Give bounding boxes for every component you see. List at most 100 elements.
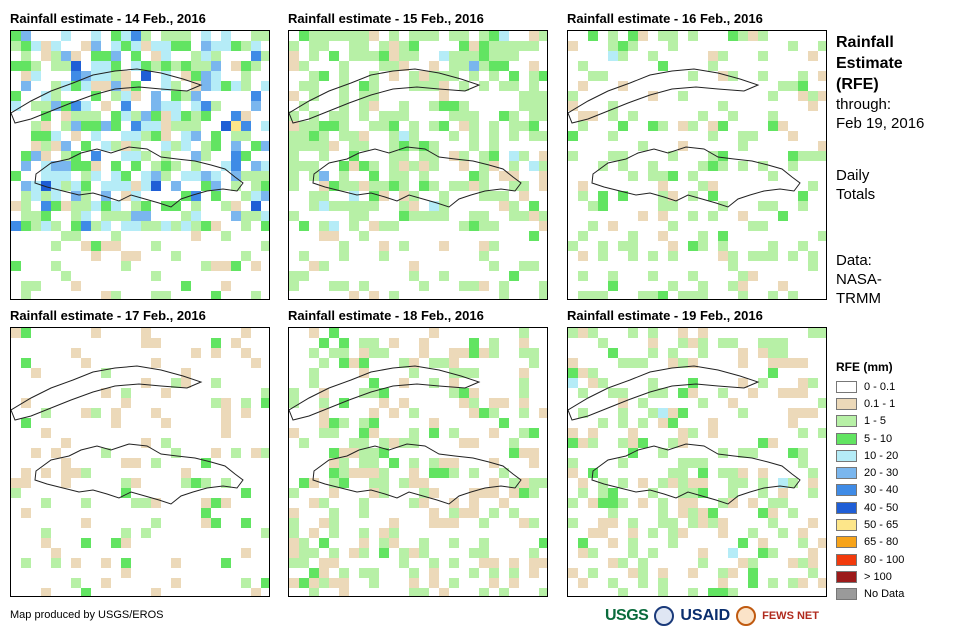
rainfall-cell	[31, 368, 41, 378]
rainfall-cell	[251, 51, 261, 61]
rainfall-cell	[21, 81, 31, 91]
rainfall-cell	[469, 348, 479, 358]
rainfall-cell	[71, 578, 81, 588]
rainfall-cell	[121, 131, 131, 141]
rainfall-cell	[91, 31, 101, 41]
legend-swatch	[836, 415, 857, 428]
rainfall-cell	[339, 478, 349, 488]
rainfall-cell	[539, 111, 547, 121]
rainfall-cell	[758, 201, 768, 211]
rainfall-cell	[131, 31, 141, 41]
rainfall-cell	[261, 398, 269, 408]
rainfall-cell	[191, 101, 201, 111]
rainfall-cell	[608, 101, 618, 111]
rainfall-cell	[41, 51, 51, 61]
rainfall-cell	[439, 201, 449, 211]
rainfall-cell	[688, 121, 698, 131]
rainfall-cell	[11, 221, 21, 231]
rainfall-cell	[359, 161, 369, 171]
map-panel-19feb	[567, 327, 827, 597]
rainfall-cell	[618, 418, 628, 428]
rainfall-cell	[369, 221, 379, 231]
rainfall-cell	[31, 141, 41, 151]
rainfall-cell	[648, 291, 658, 299]
rainfall-cell	[509, 71, 519, 81]
rainfall-cell	[519, 408, 529, 418]
rainfall-cell	[449, 458, 459, 468]
rainfall-cell	[449, 388, 459, 398]
rainfall-cell	[568, 131, 578, 141]
rainfall-cell	[369, 348, 379, 358]
rainfall-cell	[409, 358, 419, 368]
rainfall-cell	[698, 458, 708, 468]
rainfall-cell	[309, 191, 319, 201]
rainfall-cell	[618, 358, 628, 368]
rainfall-cell	[131, 221, 141, 231]
rainfall-cell	[499, 31, 509, 41]
rainfall-cell	[81, 101, 91, 111]
rainfall-cell	[201, 151, 211, 161]
rainfall-cell	[399, 558, 409, 568]
rainfall-cell	[231, 131, 241, 141]
rainfall-cell	[529, 111, 539, 121]
rainfall-cell	[628, 31, 638, 41]
rainfall-cell	[768, 121, 778, 131]
rainfall-cell	[429, 328, 439, 338]
rainfall-cell	[329, 111, 339, 121]
rainfall-cell	[529, 358, 539, 368]
rainfall-cell	[191, 71, 201, 81]
rainfall-cell	[678, 528, 688, 538]
rainfall-cell	[439, 51, 449, 61]
rainfall-cell	[21, 328, 31, 338]
rainfall-cell	[339, 101, 349, 111]
rainfall-cell	[309, 528, 319, 538]
rainfall-cell	[648, 161, 658, 171]
rainfall-cell	[251, 358, 261, 368]
rainfall-cell	[111, 181, 121, 191]
rainfall-cell	[658, 211, 668, 221]
rainfall-cell	[748, 251, 758, 261]
rainfall-cell	[748, 498, 758, 508]
rainfall-cell	[81, 111, 91, 121]
rainfall-cell	[21, 508, 31, 518]
rainfall-cell	[429, 568, 439, 578]
rainfall-cell	[221, 231, 231, 241]
rainfall-cell	[379, 41, 389, 51]
rainfall-cell	[141, 498, 151, 508]
rainfall-cell	[241, 171, 251, 181]
rainfall-cell	[449, 101, 459, 111]
rainfall-cell	[439, 191, 449, 201]
rainfall-cell	[389, 121, 399, 131]
rainfall-cell	[539, 171, 547, 181]
rainfall-cell	[241, 211, 251, 221]
rainfall-cell	[758, 221, 768, 231]
rainfall-cell	[231, 151, 241, 161]
rainfall-cell	[369, 388, 379, 398]
rainfall-cell	[41, 201, 51, 211]
rainfall-cell	[251, 171, 261, 181]
rainfall-cell	[519, 518, 529, 528]
rainfall-cell	[339, 458, 349, 468]
rainfall-cell	[299, 478, 309, 488]
rainfall-cell	[241, 111, 251, 121]
rainfall-cell	[439, 271, 449, 281]
rainfall-cell	[161, 291, 171, 299]
rainfall-cell	[748, 568, 758, 578]
rainfall-cell	[71, 121, 81, 131]
rainfall-cell	[319, 428, 329, 438]
rainfall-cell	[768, 508, 778, 518]
rainfall-cell	[191, 171, 201, 181]
rainfall-cell	[261, 221, 269, 231]
rainfall-cell	[339, 31, 349, 41]
rainfall-cell	[678, 328, 688, 338]
rainfall-cell	[211, 378, 221, 388]
rainfall-cell	[81, 221, 91, 231]
rainfall-cell	[608, 508, 618, 518]
rainfall-cell	[768, 291, 778, 299]
rainfall-cell	[429, 508, 439, 518]
rainfall-cell	[379, 241, 389, 251]
rainfall-cell	[81, 358, 91, 368]
rainfall-cell	[41, 131, 51, 141]
rainfall-cell	[738, 348, 748, 358]
rainfall-cell	[598, 201, 608, 211]
